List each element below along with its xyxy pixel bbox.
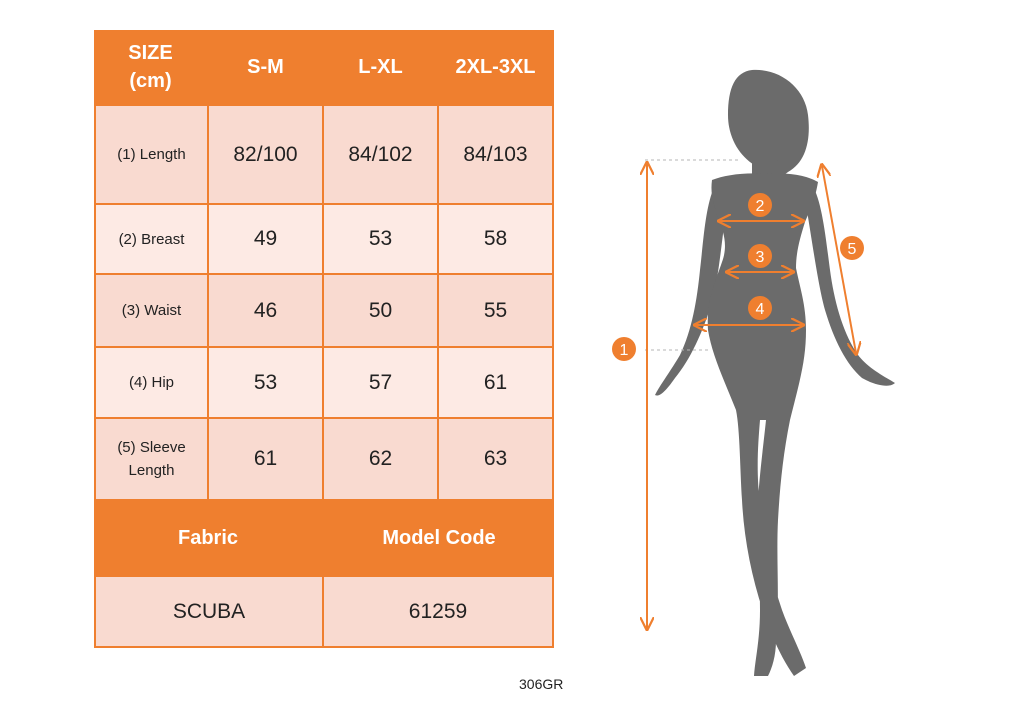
model-code-value: 61259 [324, 577, 552, 646]
measurement-figure: 1 2 3 4 5 [612, 69, 895, 676]
svg-text:4: 4 [756, 301, 765, 318]
breast-s-m: 49 [209, 205, 322, 273]
sleeve-label-line1: (5) Sleeve [117, 439, 186, 456]
column-header-s-m: S-M [247, 56, 284, 78]
row-label-sleeve-length: (5) Sleeve Length [96, 419, 207, 499]
sleeve-2xl-3xl: 63 [439, 419, 552, 499]
marker-2: 2 [748, 193, 772, 217]
length-s-m: 82/100 [209, 106, 322, 203]
svg-text:5: 5 [848, 241, 857, 258]
size-chart-table: SIZE (cm) S-M L-XL 2XL-3XL (1) Length 82… [94, 30, 554, 648]
fabric-value: SCUBA [96, 577, 322, 646]
svg-text:1: 1 [620, 342, 629, 359]
marker-3: 3 [748, 244, 772, 268]
size-header-line1: SIZE [128, 42, 173, 64]
length-l-xl: 84/102 [324, 106, 437, 203]
row-label-waist: (3) Waist [96, 275, 207, 346]
svg-text:3: 3 [756, 249, 765, 266]
size-header-line2: (cm) [129, 70, 172, 92]
sleeve-s-m: 61 [209, 419, 322, 499]
hip-2xl-3xl: 61 [439, 348, 552, 417]
marker-1: 1 [612, 337, 636, 361]
model-code-header: Model Code [382, 527, 496, 549]
waist-s-m: 46 [209, 275, 322, 346]
fabric-header: Fabric [177, 527, 239, 549]
svg-text:2: 2 [756, 198, 765, 215]
sleeve-l-xl: 62 [324, 419, 437, 499]
marker-5: 5 [840, 236, 864, 260]
column-header-l-xl: L-XL [358, 56, 403, 78]
column-header-2xl-3xl: 2XL-3XL [455, 56, 536, 78]
size-header-cell: SIZE (cm) [94, 30, 207, 104]
row-label-length: (1) Length [96, 106, 207, 203]
row-label-hip: (4) Hip [96, 348, 207, 417]
waist-2xl-3xl: 55 [439, 275, 552, 346]
breast-l-xl: 53 [324, 205, 437, 273]
length-2xl-3xl: 84/103 [439, 106, 552, 203]
product-code: 306GR [519, 676, 564, 692]
waist-l-xl: 50 [324, 275, 437, 346]
breast-2xl-3xl: 58 [439, 205, 552, 273]
sleeve-arrow [822, 166, 856, 353]
hip-l-xl: 57 [324, 348, 437, 417]
hip-s-m: 53 [209, 348, 322, 417]
marker-4: 4 [748, 296, 772, 320]
row-label-breast: (2) Breast [96, 205, 207, 273]
sleeve-label-line2: Length [128, 462, 175, 479]
woman-silhouette [655, 69, 895, 676]
